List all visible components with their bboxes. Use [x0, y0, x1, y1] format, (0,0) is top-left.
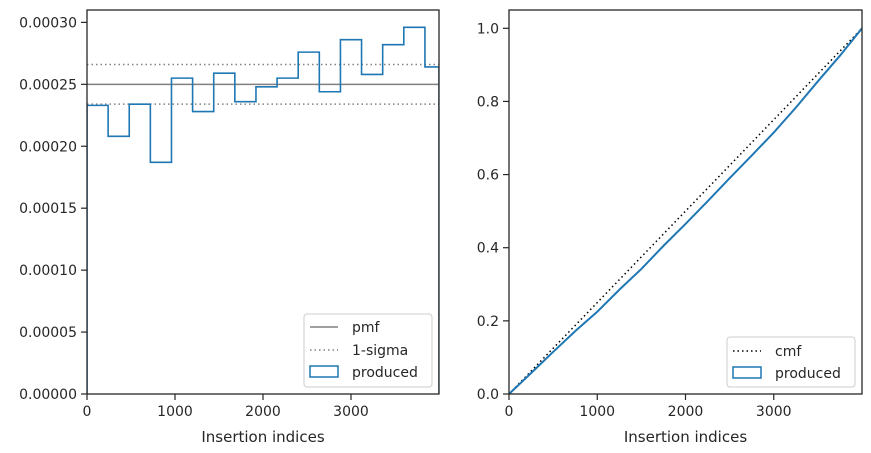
x-tick-label: 0	[83, 404, 92, 420]
legend-produced-label: produced	[352, 365, 418, 381]
plot-frame	[86, 9, 440, 395]
y-tick-label: 0.8	[477, 94, 499, 110]
y-tick-label: 1.0	[477, 21, 499, 37]
histogram-steps	[87, 26, 439, 394]
x-tick-label: 3000	[333, 404, 369, 420]
legend-box	[726, 336, 856, 388]
y-tick-label: 0.2	[477, 314, 499, 330]
series-produced-line	[509, 27, 862, 394]
plot-area	[87, 26, 439, 394]
x-tick-label: 2000	[668, 404, 704, 420]
x-tick-label: 1000	[157, 404, 193, 420]
y-tick-label: 0.00015	[19, 201, 77, 217]
y-tick-label: 0.00025	[19, 77, 77, 93]
legend-produced-swatch	[309, 365, 339, 378]
legend-produced-label: produced	[775, 366, 841, 382]
x-axis-label: Insertion indices	[201, 428, 324, 446]
x-tick-label: 3000	[756, 404, 792, 420]
legend-produced-swatch	[732, 366, 762, 379]
y-tick-label: 0.4	[477, 241, 499, 257]
x-tick-label: 2000	[245, 404, 281, 420]
y-tick-label: 0.00010	[19, 263, 77, 279]
series-cmf-line	[509, 27, 862, 394]
y-tick-label: 0.00020	[19, 139, 77, 155]
y-tick-label: 0.0	[477, 387, 499, 403]
left-histogram-panel: 0 1000 2000 3000 0.00000 0.00005 0.00010 0.0001…	[19, 9, 440, 446]
right-cumulative-panel: 0 1000 2000 3000 0.0 0.2 0.4 0.6 0.8 1.0 Insertion…	[477, 9, 863, 446]
legend-box	[303, 313, 433, 388]
legend-pmf-label: pmf	[352, 320, 381, 336]
y-tick-label: 0.00000	[19, 387, 77, 403]
x-tick-label: 1000	[579, 404, 615, 420]
y-tick-label: 0.6	[477, 168, 499, 184]
y-tick-label: 0.00005	[19, 325, 77, 341]
x-tick-label: 0	[505, 404, 514, 420]
x-axis-label: Insertion indices	[624, 428, 747, 446]
plot-frame	[508, 9, 863, 395]
plot-area	[509, 27, 862, 394]
legend-sigma-label: 1-sigma	[352, 343, 408, 359]
y-tick-label: 0.00030	[19, 15, 77, 31]
legend-cmf-label: cmf	[775, 344, 802, 360]
